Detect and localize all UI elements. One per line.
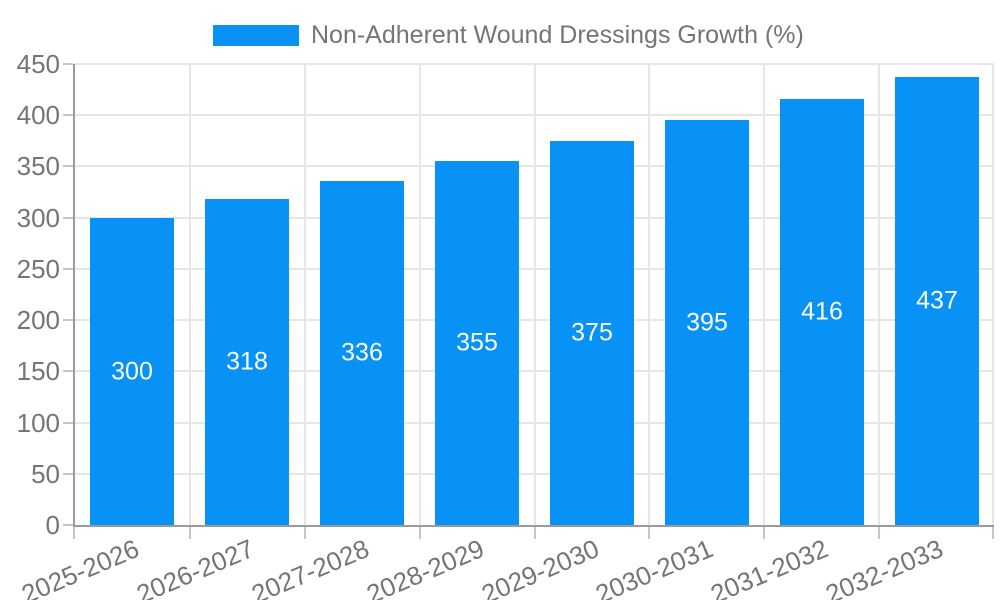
y-axis-tick-label: 0 [45,510,60,540]
x-axis-tick [419,527,421,539]
bar-value-label: 437 [916,286,958,315]
bar[interactable]: 318 [205,199,289,525]
y-axis-tick-label: 150 [16,356,60,387]
x-axis-tick [304,527,306,539]
x-axis-tick [878,527,880,539]
y-axis-tick-label: 400 [16,100,60,131]
y-axis-tick-label: 100 [16,407,60,438]
v-gridline [763,64,765,525]
bar[interactable]: 416 [780,99,864,525]
bar-value-label: 300 [111,357,153,385]
v-gridline [304,64,306,525]
y-axis-tick [63,267,73,270]
x-axis-tick-label: 2032-2033 [821,533,948,600]
bar-value-label: 395 [686,308,728,336]
v-gridline [648,64,650,525]
bar-value-label: 375 [571,318,613,347]
x-axis-tick [189,527,191,539]
y-axis-tick [63,421,73,424]
y-axis-tick [63,370,73,373]
y-axis-tick-label: 200 [16,305,60,336]
y-axis-tick [63,524,73,526]
y-axis-tick [63,165,73,168]
plot-area: 0 50 100 150 200 250 300 350 400 450 300 2025-2026 3… [17,51,994,600]
bar[interactable]: 300 [90,218,174,525]
y-axis-tick [63,216,73,219]
chart-legend[interactable]: Non-Adherent Wound Dressings Growth (%) [213,21,804,50]
x-axis-tick [992,527,994,539]
y-axis-tick [63,319,73,322]
bar-value-label: 355 [456,328,498,357]
legend-swatch-icon [213,25,299,46]
bar[interactable]: 437 [895,77,979,525]
y-axis-tick-label: 250 [16,253,60,284]
y-axis-tick-label: 300 [16,202,60,233]
bar[interactable]: 355 [435,161,519,525]
y-axis-tick-label: 350 [16,151,60,182]
y-axis-tick [63,63,73,65]
v-gridline [534,64,536,525]
bar-value-label: 336 [341,338,383,367]
bar-value-label: 318 [226,347,268,376]
y-axis-tick-label: 50 [31,458,60,489]
x-axis-tick [534,527,536,539]
y-axis-tick [63,472,73,475]
bar[interactable]: 375 [550,141,634,525]
v-gridline [878,64,880,525]
x-axis-tick [73,527,75,539]
v-gridline [189,64,191,525]
v-gridline [419,64,421,525]
legend-label: Non-Adherent Wound Dressings Growth (%) [311,21,804,49]
x-axis-label-anchor: 2032-2033 [707,533,947,600]
x-axis-tick [763,527,765,539]
bar-value-label: 416 [801,297,843,326]
bar[interactable]: 336 [320,181,404,525]
x-axis-tick [648,527,650,539]
v-gridline [992,64,994,525]
y-axis-tick [63,114,73,117]
y-axis-tick-label: 450 [16,49,60,79]
bar[interactable]: 395 [665,120,749,525]
